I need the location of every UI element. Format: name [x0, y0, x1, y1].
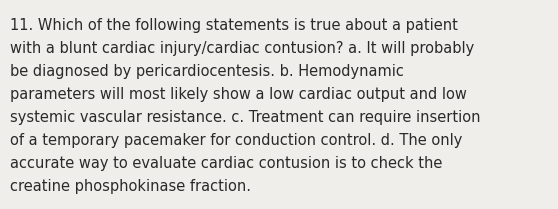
Text: with a blunt cardiac injury/cardiac contusion? a. It will probably: with a blunt cardiac injury/cardiac cont…: [10, 41, 474, 56]
Text: systemic vascular resistance. c. Treatment can require insertion: systemic vascular resistance. c. Treatme…: [10, 110, 480, 125]
Text: creatine phosphokinase fraction.: creatine phosphokinase fraction.: [10, 179, 251, 194]
Text: 11. Which of the following statements is true about a patient: 11. Which of the following statements is…: [10, 18, 458, 33]
Text: be diagnosed by pericardiocentesis. b. Hemodynamic: be diagnosed by pericardiocentesis. b. H…: [10, 64, 404, 79]
Text: of a temporary pacemaker for conduction control. d. The only: of a temporary pacemaker for conduction …: [10, 133, 463, 148]
Text: accurate way to evaluate cardiac contusion is to check the: accurate way to evaluate cardiac contusi…: [10, 156, 442, 171]
Text: parameters will most likely show a low cardiac output and low: parameters will most likely show a low c…: [10, 87, 467, 102]
